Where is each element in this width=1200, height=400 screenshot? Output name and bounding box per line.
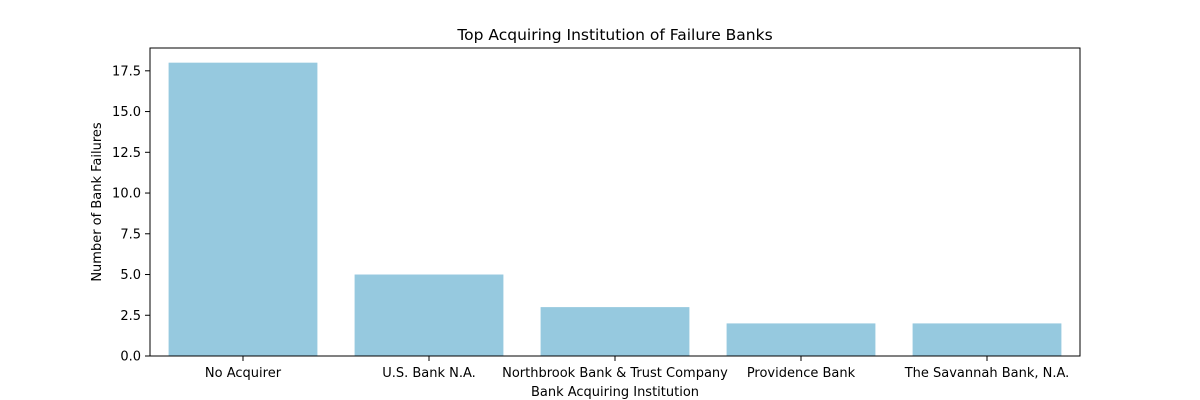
x-tick-label: U.S. Bank N.A. (382, 366, 476, 381)
y-tick-label: 0.0 (120, 350, 141, 365)
x-tick-label: Northbrook Bank & Trust Company (502, 366, 728, 381)
y-axis-title: Number of Bank Failures (90, 122, 105, 282)
y-axis-ticks: 0.0 2.5 5.0 7.5 10.0 12.5 15.0 17.5 (112, 64, 150, 365)
y-tick-label: 10.0 (112, 187, 141, 202)
x-axis-title: Bank Acquiring Institution (531, 385, 699, 400)
x-axis-ticks: No Acquirer U.S. Bank N.A. Northbrook Bank… (205, 356, 1069, 381)
y-tick-label: 17.5 (112, 64, 141, 79)
y-tick-label: 5.0 (120, 268, 141, 283)
y-tick-label: 7.5 (120, 227, 141, 242)
bar-4 (726, 323, 876, 356)
y-tick-label: 12.5 (112, 146, 141, 161)
x-tick-label: No Acquirer (205, 366, 282, 381)
bar-5 (912, 323, 1062, 356)
y-tick-label: 2.5 (120, 309, 141, 324)
y-tick-label: 15.0 (112, 105, 141, 120)
plot-frame (149, 47, 1081, 357)
bars-layer (168, 62, 1062, 357)
bar-3 (540, 307, 690, 356)
bar-2 (354, 274, 504, 356)
x-tick-label: The Savannah Bank, N.A. (904, 366, 1070, 381)
bar-1 (168, 62, 318, 357)
x-tick-label: Providence Bank (747, 366, 856, 381)
chart-title: Top Acquiring Institution of Failure Ban… (456, 26, 772, 44)
